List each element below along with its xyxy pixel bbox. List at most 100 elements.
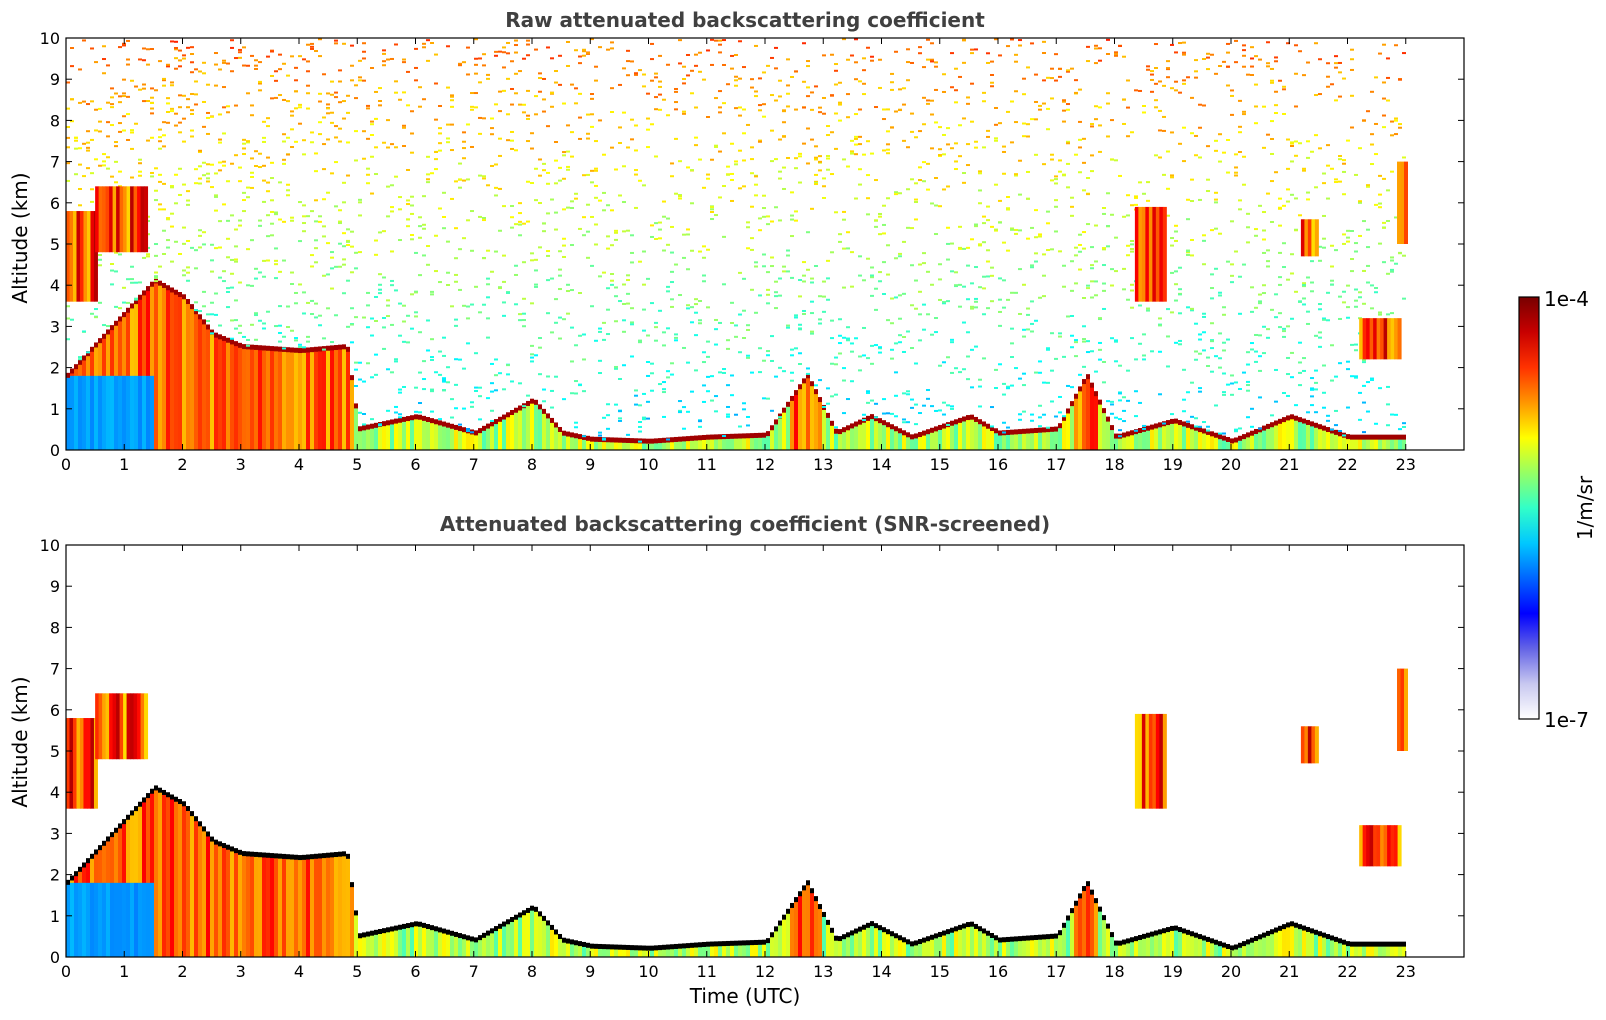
- heatmap-cell: [1310, 150, 1314, 153]
- heatmap-cell: [382, 928, 386, 934]
- heatmap-cell: [178, 193, 182, 196]
- heatmap-cell: [1254, 333, 1258, 336]
- heatmap-cell: [1274, 90, 1278, 93]
- heatmap-cell: [1110, 119, 1114, 122]
- heatmap-cell: [1330, 344, 1334, 347]
- heatmap-cell: [826, 298, 830, 301]
- heatmap-cell: [830, 362, 834, 365]
- heatmap-cell: [770, 256, 774, 259]
- heatmap-cell: [1194, 417, 1198, 420]
- heatmap-cell: [462, 937, 466, 957]
- heatmap-cell: [738, 187, 742, 190]
- heatmap-cell: [114, 160, 118, 163]
- heatmap-cell: [250, 171, 254, 174]
- heatmap-cell: [1170, 311, 1174, 314]
- heatmap-cell: [1114, 940, 1118, 946]
- heatmap-cell: [270, 161, 274, 164]
- heatmap-cell: [722, 185, 726, 188]
- heatmap-cell: [105, 693, 110, 760]
- heatmap-cell: [750, 237, 754, 240]
- heatmap-cell: [742, 408, 746, 411]
- heatmap-cell: [494, 422, 498, 450]
- heatmap-cell: [758, 939, 762, 945]
- heatmap-cell: [1318, 931, 1322, 937]
- heatmap-cell: [914, 436, 918, 450]
- heatmap-cell: [1318, 336, 1322, 339]
- heatmap-cell: [974, 140, 978, 143]
- heatmap-cell: [1222, 432, 1226, 435]
- heatmap-cell: [1198, 387, 1202, 390]
- heatmap-cell: [866, 213, 870, 216]
- heatmap-cell: [86, 718, 91, 809]
- heatmap-cell: [1074, 91, 1078, 94]
- heatmap-cell: [698, 942, 702, 948]
- heatmap-cell: [1158, 80, 1162, 83]
- heatmap-cell: [630, 307, 634, 310]
- heatmap-cell: [638, 179, 642, 182]
- heatmap-cell: [430, 338, 434, 341]
- heatmap-cell: [650, 362, 654, 365]
- heatmap-cell: [390, 210, 394, 213]
- heatmap-cell: [286, 305, 290, 308]
- heatmap-cell: [366, 291, 370, 294]
- heatmap-cell: [298, 343, 302, 346]
- heatmap-cell: [78, 187, 82, 190]
- heatmap-cell: [1042, 427, 1046, 433]
- heatmap-cell: [238, 51, 242, 54]
- heatmap-cell: [582, 435, 586, 438]
- heatmap-cell: [710, 399, 714, 402]
- heatmap-cell: [1062, 418, 1066, 450]
- heatmap-cell: [226, 290, 230, 293]
- heatmap-cell: [1278, 312, 1282, 315]
- heatmap-cell: [518, 103, 522, 106]
- heatmap-cell: [650, 42, 654, 45]
- heatmap-cell: [450, 930, 454, 936]
- heatmap-cell: [450, 149, 454, 152]
- heatmap-cell: [214, 172, 218, 175]
- heatmap-cell: [1298, 300, 1302, 303]
- heatmap-cell: [950, 371, 954, 374]
- heatmap-cell: [838, 233, 842, 236]
- heatmap-cell: [1318, 303, 1322, 306]
- heatmap-cell: [690, 249, 694, 252]
- heatmap-cell: [786, 58, 790, 61]
- heatmap-cell: [1310, 931, 1314, 957]
- x-tick-label: 3: [236, 455, 246, 474]
- heatmap-cell: [150, 136, 154, 139]
- heatmap-cell: [966, 355, 970, 358]
- heatmap-cell: [670, 305, 674, 308]
- heatmap-cell: [574, 421, 578, 424]
- heatmap-cell: [1246, 942, 1250, 957]
- heatmap-cell: [482, 53, 486, 56]
- heatmap-cell: [374, 295, 378, 298]
- heatmap-cell: [254, 314, 258, 317]
- heatmap-cell: [474, 430, 478, 436]
- heatmap-cell: [586, 945, 590, 957]
- heatmap-cell: [934, 65, 938, 68]
- heatmap-cell: [1074, 254, 1078, 257]
- heatmap-cell: [94, 316, 98, 319]
- heatmap-cell: [1090, 385, 1094, 450]
- heatmap-cell: [894, 426, 898, 432]
- heatmap-cell: [258, 855, 262, 957]
- heatmap-cell: [146, 286, 150, 292]
- heatmap-cell: [1390, 437, 1394, 450]
- heatmap-cell: [166, 65, 170, 68]
- heatmap-cell: [218, 113, 222, 116]
- heatmap-cell: [882, 412, 886, 415]
- heatmap-cell: [642, 416, 646, 419]
- heatmap-cell: [714, 437, 718, 450]
- heatmap-cell: [838, 103, 842, 106]
- heatmap-cell: [658, 438, 662, 444]
- heatmap-cell: [210, 329, 214, 335]
- heatmap-cell: [246, 248, 250, 251]
- heatmap-cell: [1338, 434, 1342, 450]
- heatmap-cell: [1206, 68, 1210, 71]
- heatmap-cell: [398, 98, 402, 101]
- heatmap-cell: [102, 186, 107, 253]
- heatmap-cell: [110, 283, 114, 286]
- heatmap-cell: [358, 251, 362, 254]
- heatmap-cell: [306, 854, 310, 860]
- heatmap-cell: [230, 337, 234, 340]
- heatmap-cell: [1250, 74, 1254, 77]
